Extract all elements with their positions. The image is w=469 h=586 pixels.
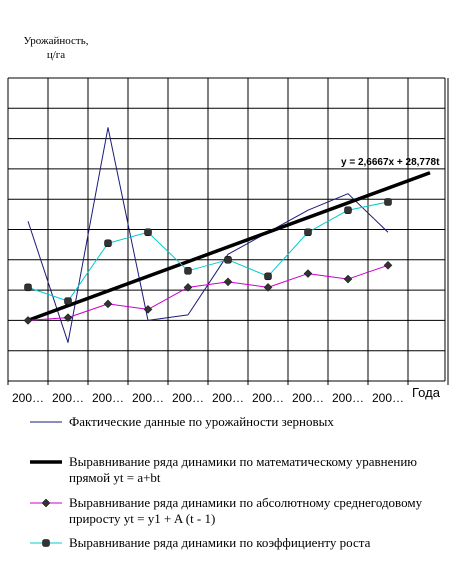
data-point-series-2 (223, 277, 233, 287)
legend-item-growth-coefficient: Выравнивание ряда динамики по коэффициен… (30, 535, 460, 551)
data-point-series-3 (24, 283, 32, 292)
grid (7, 77, 449, 385)
data-point-series-2 (263, 282, 273, 292)
x-tick-label: 200… (252, 391, 284, 405)
data-point-series-2 (63, 313, 73, 322)
legend-item-absolute-growth: Выравнивание ряда динамики по абсолютном… (30, 495, 460, 527)
data-point-series-3 (264, 272, 272, 281)
series-line-3 (27, 201, 389, 302)
x-tick-label: 200… (172, 391, 204, 405)
legend: Фактические данные по урожайности зернов… (30, 406, 460, 551)
legend-item-trend-line: Выравнивание ряда динамики по математиче… (30, 454, 460, 486)
data-point-series-3 (184, 267, 192, 275)
data-point-series-3 (104, 239, 112, 248)
x-tick-label: 200… (212, 391, 244, 405)
legend-key-growth-coefficient (30, 539, 62, 547)
x-tick-label: 200… (292, 391, 324, 405)
x-tick-label: 200… (372, 391, 404, 405)
legend-item-actual: Фактические данные по урожайности зернов… (30, 414, 460, 430)
data-point-series-2 (143, 305, 153, 314)
y-axis-title-line-1: Урожайность, (23, 35, 89, 47)
data-point-series-2 (343, 274, 353, 284)
axis-labels: 200… 200… 200… 200… 200… 200… 200… 200… 200… 200…… (12, 157, 441, 405)
legend-label-actual: Фактические данные по урожайности зернов… (69, 414, 334, 429)
x-tick-label: 200… (12, 391, 44, 405)
y-axis-title-line-2: ц/га (46, 49, 66, 61)
x-tick-label: 200… (132, 391, 164, 405)
data-point-series-3 (304, 228, 312, 237)
data-point-series-3 (224, 256, 232, 264)
x-axis-title: Года (412, 385, 441, 400)
trend-equation-label: y = 2,6667x + 28,778t (341, 157, 440, 168)
legend-label-absolute-growth: Выравнивание ряда динамики по абсолютном… (69, 495, 423, 526)
legend-label-growth-coefficient: Выравнивание ряда динамики по коэффициен… (69, 535, 371, 550)
data-point-series-2 (303, 269, 313, 278)
data-point-series-2 (23, 316, 33, 325)
data-point-series-3 (144, 228, 152, 237)
data-point-series-3 (384, 198, 392, 206)
data-point-series-2 (383, 260, 393, 270)
y-axis-title: Урожайность, ц/га (10, 34, 102, 62)
x-tick-label: 200… (332, 391, 364, 405)
data-point-series-2 (183, 282, 193, 292)
series-markers (23, 198, 393, 325)
legend-key-actual (30, 421, 62, 423)
legend-key-absolute-growth (30, 498, 62, 508)
series-line-2 (27, 264, 389, 321)
series-line-1 (27, 171, 431, 323)
x-tick-label: 200… (52, 391, 84, 405)
data-point-series-3 (64, 297, 72, 305)
series-lines (27, 127, 431, 343)
line-chart: 200… 200… 200… 200… 200… 200… 200… 200… 200… 200…… (7, 77, 449, 405)
legend-label-trend-line: Выравнивание ряда динамики по математиче… (69, 454, 418, 485)
legend-key-trend-line (30, 460, 62, 464)
data-point-series-3 (344, 206, 352, 214)
x-tick-label: 200… (92, 391, 124, 405)
data-point-series-2 (103, 299, 113, 309)
